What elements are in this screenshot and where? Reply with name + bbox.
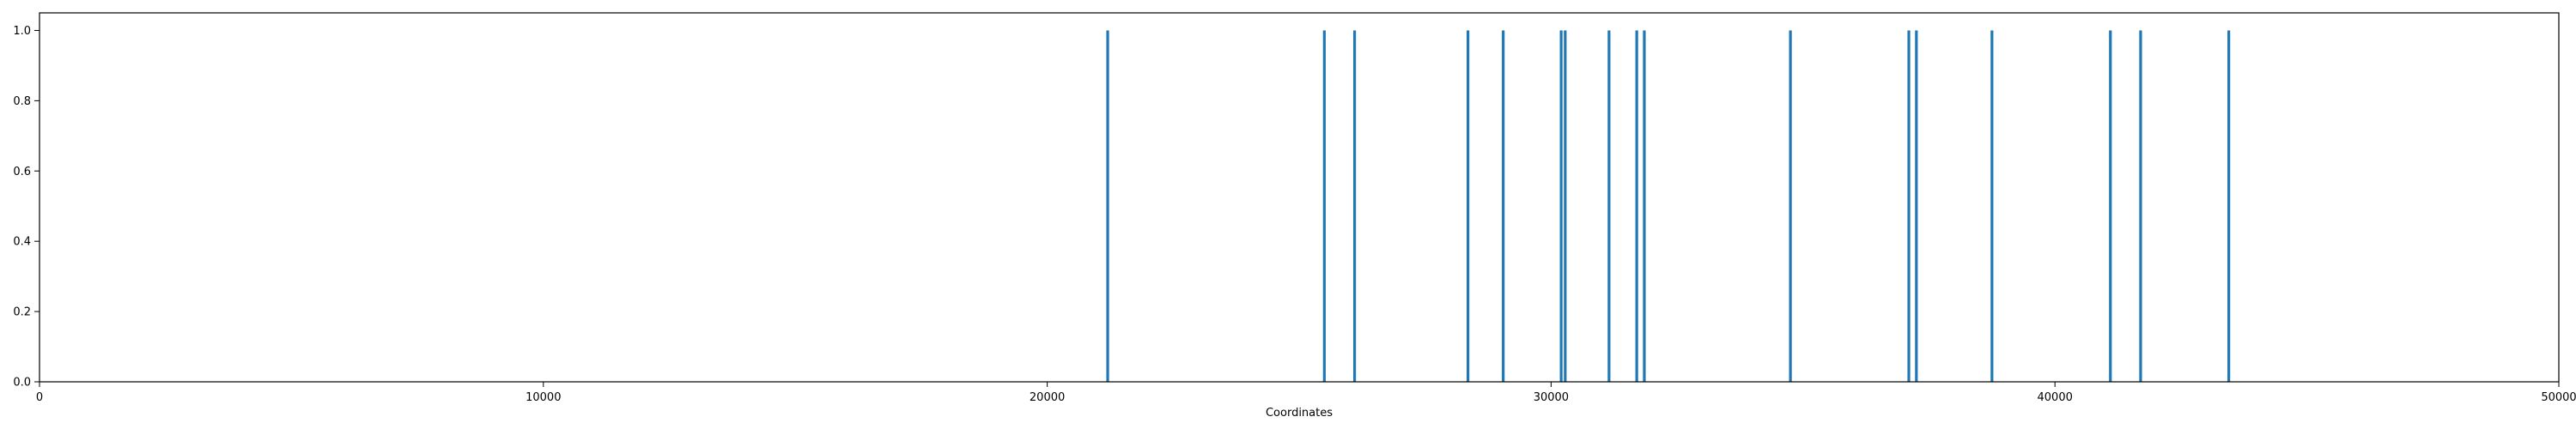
x-tick-label: 30000 (1534, 391, 1569, 404)
x-tick-label: 0 (36, 391, 43, 404)
y-tick-label: 0.0 (13, 377, 31, 390)
bar (1907, 30, 1911, 382)
x-tick-label: 50000 (2541, 391, 2576, 404)
bar (1559, 30, 1563, 382)
plot-area (39, 13, 2559, 382)
bar (1466, 30, 1470, 382)
x-tick-label: 10000 (526, 391, 561, 404)
y-tick-label: 0.4 (13, 236, 31, 249)
plot-frame (39, 12, 2560, 383)
x-axis-ticks: 0 10000 20000 30000 40000 50000 (36, 382, 2576, 404)
bar (2109, 30, 2112, 382)
y-tick-label: 1.0 (13, 25, 31, 38)
bar (1106, 30, 1109, 382)
bar (1990, 30, 1994, 382)
bar (1564, 30, 1567, 382)
bar (2139, 30, 2142, 382)
y-tick-label: 0.8 (13, 95, 31, 108)
y-tick-label: 0.2 (13, 306, 31, 319)
bar (1322, 30, 1326, 382)
bar (1352, 30, 1357, 382)
bar (1643, 30, 1646, 382)
bar (2227, 30, 2231, 382)
bar (1502, 30, 1505, 382)
bar (1635, 30, 1638, 382)
bar (1789, 30, 1792, 382)
x-tick-label: 40000 (2038, 391, 2073, 404)
bar (1915, 30, 1918, 382)
y-axis-ticks: 0.0 0.2 0.4 0.6 0.8 1.0 (13, 25, 39, 390)
bar-series (1106, 30, 2231, 382)
x-axis-label: Coordinates (1266, 407, 1333, 420)
x-tick-label: 20000 (1030, 391, 1065, 404)
bar (1607, 30, 1611, 382)
y-tick-label: 0.6 (13, 166, 31, 178)
